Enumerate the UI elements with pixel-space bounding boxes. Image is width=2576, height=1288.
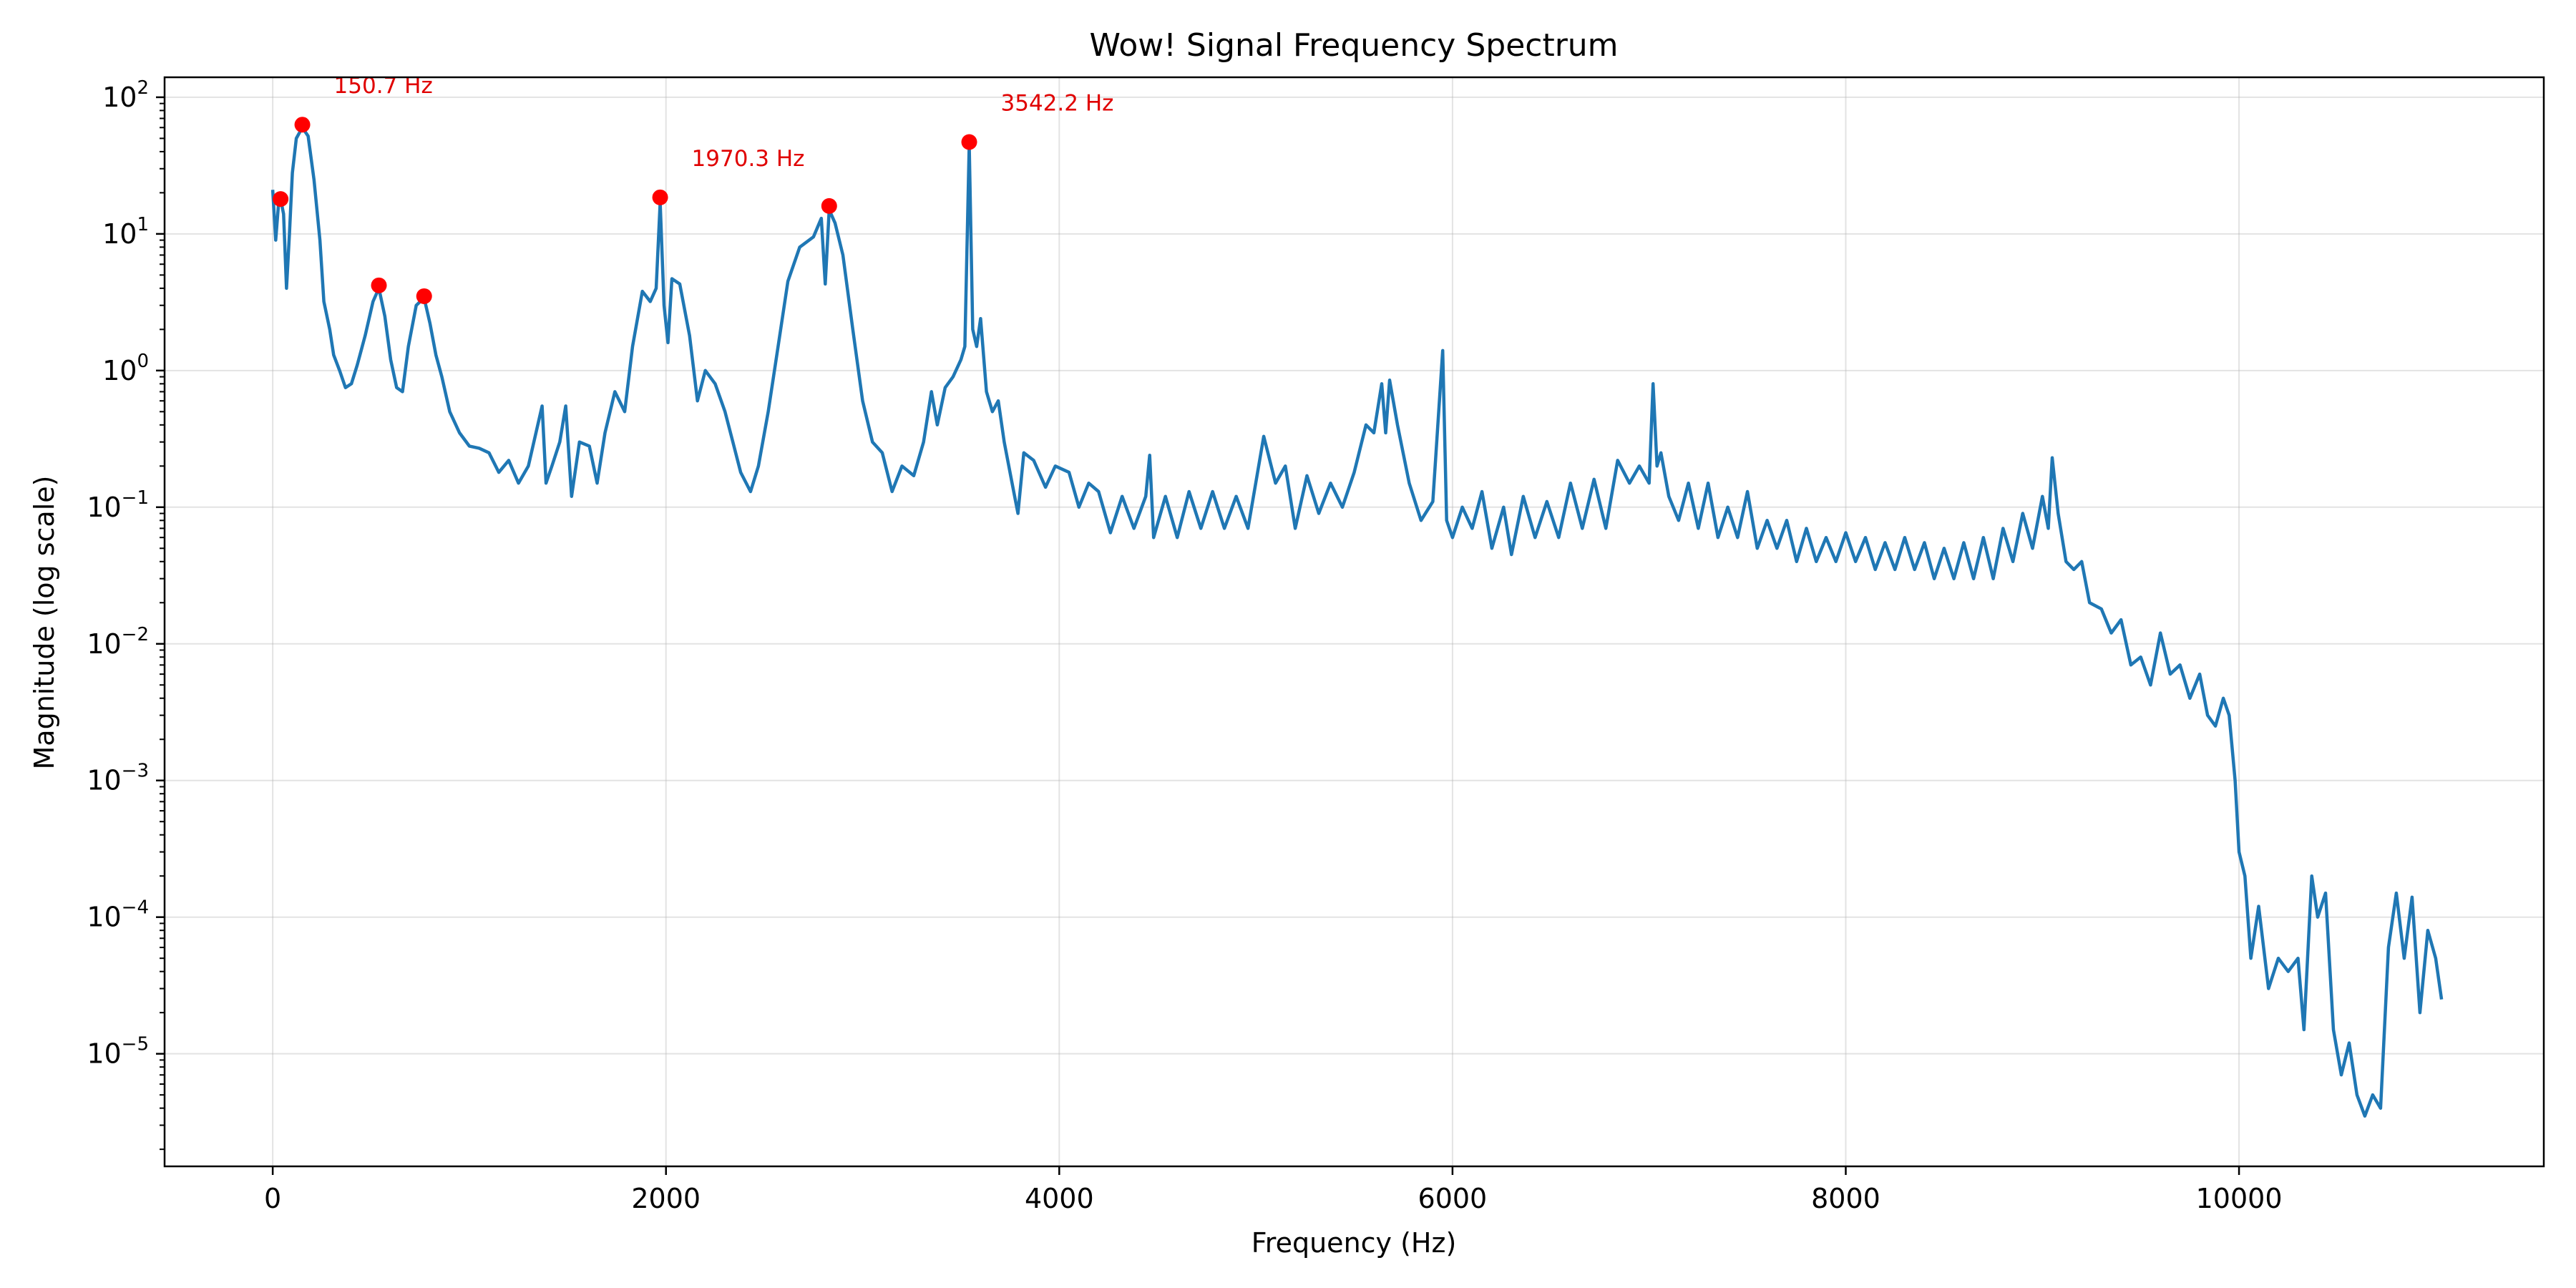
y-tick-label: 10−4	[87, 897, 149, 933]
y-axis: 102 101 100 10−1 10−2 10−3 10−4 10−5	[87, 77, 165, 1151]
y-tick-label: 10−5	[87, 1034, 149, 1070]
x-tick-label: 8000	[1811, 1183, 1880, 1214]
y-tick-label: 10−1	[87, 487, 149, 523]
y-tick-label: 10−3	[87, 761, 149, 796]
x-tick-label: 0	[264, 1183, 281, 1214]
peak-marker	[273, 191, 289, 208]
plot-frame	[163, 76, 2545, 1168]
series-layer	[270, 126, 2444, 1118]
y-axis-label: Magnitude (log scale)	[29, 476, 60, 770]
peak-annotation: 1970.3 Hz	[692, 146, 805, 172]
peak-marker	[294, 117, 311, 133]
y-tick-label: 10−2	[87, 624, 149, 660]
x-tick-label: 10000	[2196, 1183, 2283, 1214]
x-tick-label: 6000	[1418, 1183, 1488, 1214]
chart-title: Wow! Signal Frequency Spectrum	[1089, 27, 1618, 64]
peak-marker	[821, 197, 837, 214]
y-tick-label: 102	[102, 77, 149, 113]
spectrum-line	[270, 126, 2444, 1118]
x-axis: 0 2000 4000 6000 8000 10000	[264, 1166, 2283, 1214]
peak-marker	[416, 288, 432, 304]
peak-marker	[652, 189, 668, 205]
y-tick-label: 101	[102, 214, 149, 250]
x-tick-label: 4000	[1025, 1183, 1094, 1214]
peak-marker	[961, 134, 977, 150]
peak-annotation: 3542.2 Hz	[1001, 91, 1114, 117]
peak-marker	[371, 277, 387, 293]
x-axis-label: Frequency (Hz)	[1252, 1227, 1457, 1259]
grid	[165, 77, 2544, 1166]
y-tick-label: 100	[102, 351, 149, 386]
peak-markers	[273, 117, 977, 304]
x-tick-label: 2000	[631, 1183, 701, 1214]
